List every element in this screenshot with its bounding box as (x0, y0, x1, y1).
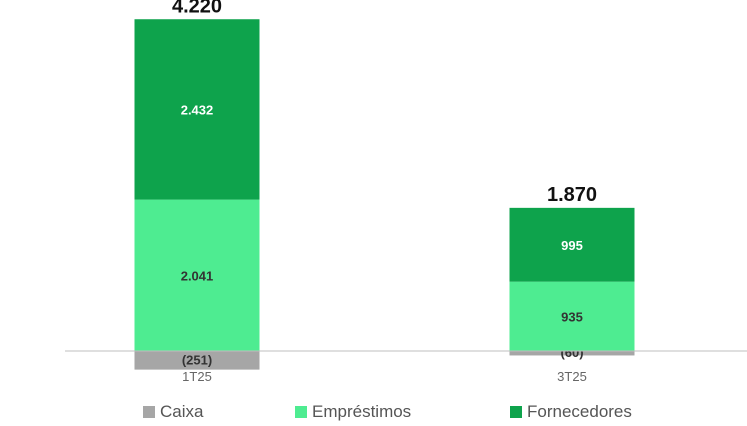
legend-item-emprestimos: Empréstimos (295, 402, 411, 422)
bar-segment-caixa-3t25 (509, 351, 635, 356)
bar-segment-emprestimos-3t25 (509, 281, 635, 351)
stacked-bar-chart: (251)2.0412.4324.2201T25(60)9359951.8703… (65, 0, 747, 384)
data-label-emprestimos-1t25: 2.041 (181, 268, 214, 283)
data-label-emprestimos-3t25: 935 (561, 309, 583, 324)
legend-item-caixa: Caixa (143, 402, 203, 422)
total-label-3t25: 1.870 (547, 184, 597, 206)
bar-segment-fornecedores-1t25 (134, 19, 260, 200)
legend-swatch-caixa (143, 406, 155, 418)
legend-swatch-fornecedores (510, 406, 522, 418)
bar-segment-caixa-1t25 (134, 351, 260, 370)
bar-segment-fornecedores-3t25 (509, 207, 635, 282)
legend: Caixa Empréstimos Fornecedores (0, 402, 747, 426)
data-label-fornecedores-1t25: 2.432 (181, 102, 214, 117)
legend-label-caixa: Caixa (160, 402, 204, 421)
total-label-1t25: 4.220 (172, 0, 222, 17)
legend-item-fornecedores: Fornecedores (510, 402, 632, 422)
x-tick-label-3t25: 3T25 (557, 369, 587, 384)
legend-swatch-emprestimos (295, 406, 307, 418)
legend-label-fornecedores: Fornecedores (527, 402, 632, 421)
x-tick-label-1t25: 1T25 (182, 369, 212, 384)
data-label-caixa-1t25: (251) (182, 352, 212, 367)
data-label-fornecedores-3t25: 995 (561, 238, 583, 253)
legend-label-emprestimos: Empréstimos (312, 402, 412, 421)
bar-segment-emprestimos-1t25 (134, 199, 260, 351)
